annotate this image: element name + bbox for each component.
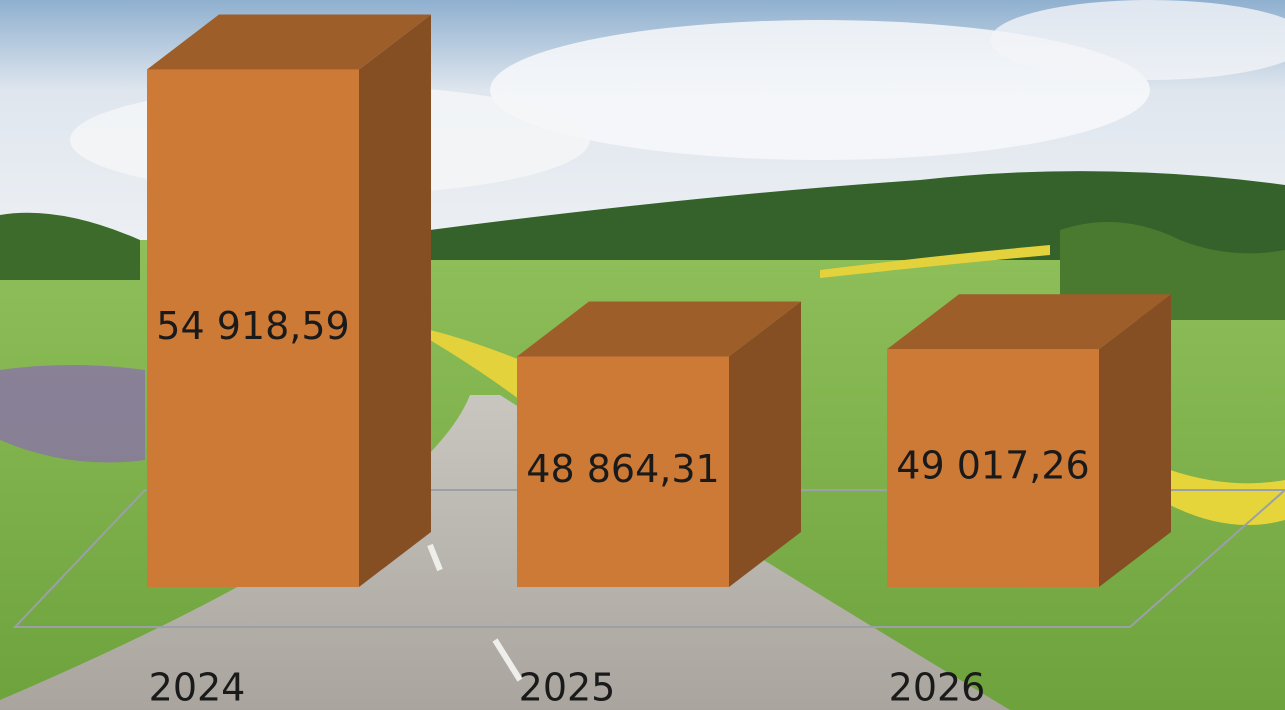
bar-top bbox=[517, 301, 801, 357]
x-tick-label: 2025 bbox=[519, 666, 616, 710]
x-tick-label: 2026 bbox=[889, 666, 986, 710]
value-label: 54 918,59 bbox=[156, 304, 349, 348]
value-label: 49 017,26 bbox=[896, 444, 1089, 488]
bar-top bbox=[887, 294, 1171, 350]
bar-side bbox=[1099, 294, 1171, 587]
bar bbox=[147, 69, 359, 588]
floor bbox=[12, 489, 1285, 628]
bar bbox=[517, 356, 729, 587]
bar-side bbox=[359, 14, 431, 588]
bar-top bbox=[147, 14, 431, 70]
value-label: 48 864,31 bbox=[526, 447, 719, 491]
bar bbox=[887, 349, 1099, 587]
bar-side bbox=[729, 301, 801, 587]
x-tick-label: 2024 bbox=[149, 666, 246, 710]
